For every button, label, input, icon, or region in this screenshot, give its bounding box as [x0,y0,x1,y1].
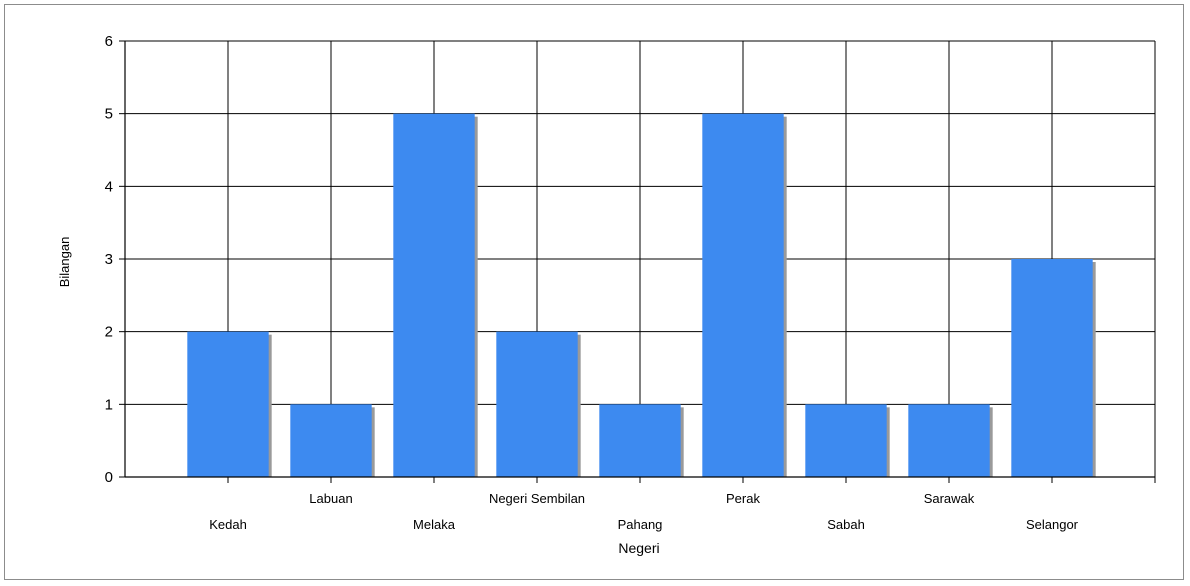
x-tick-label: Pahang [618,517,663,532]
y-tick-label: 2 [105,324,113,341]
chart-frame: 0 1 2 3 4 5 6 Kedah Labuan Melaka Negeri Sembilan… [4,4,1184,580]
bar-chart: 0 1 2 3 4 5 6 Kedah Labuan Melaka Negeri Sembilan… [57,33,1156,556]
x-tick-label: Melaka [413,517,456,532]
x-tick-label: Labuan [309,491,352,506]
y-tick-label: 0 [105,469,113,486]
axes [119,40,1155,483]
y-tick-label: 5 [105,106,113,123]
bar [599,404,681,477]
y-axis-title: Bilangan [57,237,72,288]
x-tick-label: Perak [726,491,760,506]
x-tick-label: Negeri Sembilan [489,491,585,506]
bar [1011,259,1093,477]
bar [496,331,578,477]
bar [805,404,887,477]
x-tick-labels: Kedah Labuan Melaka Negeri Sembilan Pahang Pe… [209,491,1078,532]
x-tick-label: Sarawak [924,491,975,506]
y-tick-label: 1 [105,396,113,413]
bar [908,404,990,477]
x-tick-label: Sabah [827,517,865,532]
bars [187,113,1096,478]
bar [393,113,475,478]
bar [187,331,269,477]
x-tick-label: Kedah [209,517,247,532]
y-tick-label: 6 [105,33,113,50]
y-tick-labels: 0 1 2 3 4 5 6 [105,33,113,486]
x-tick-label: Selangor [1026,517,1079,532]
bar [290,404,372,477]
y-tick-label: 4 [105,178,113,195]
y-tick-label: 3 [105,251,113,268]
x-axis-title: Negeri [618,540,659,556]
bar [702,113,784,478]
